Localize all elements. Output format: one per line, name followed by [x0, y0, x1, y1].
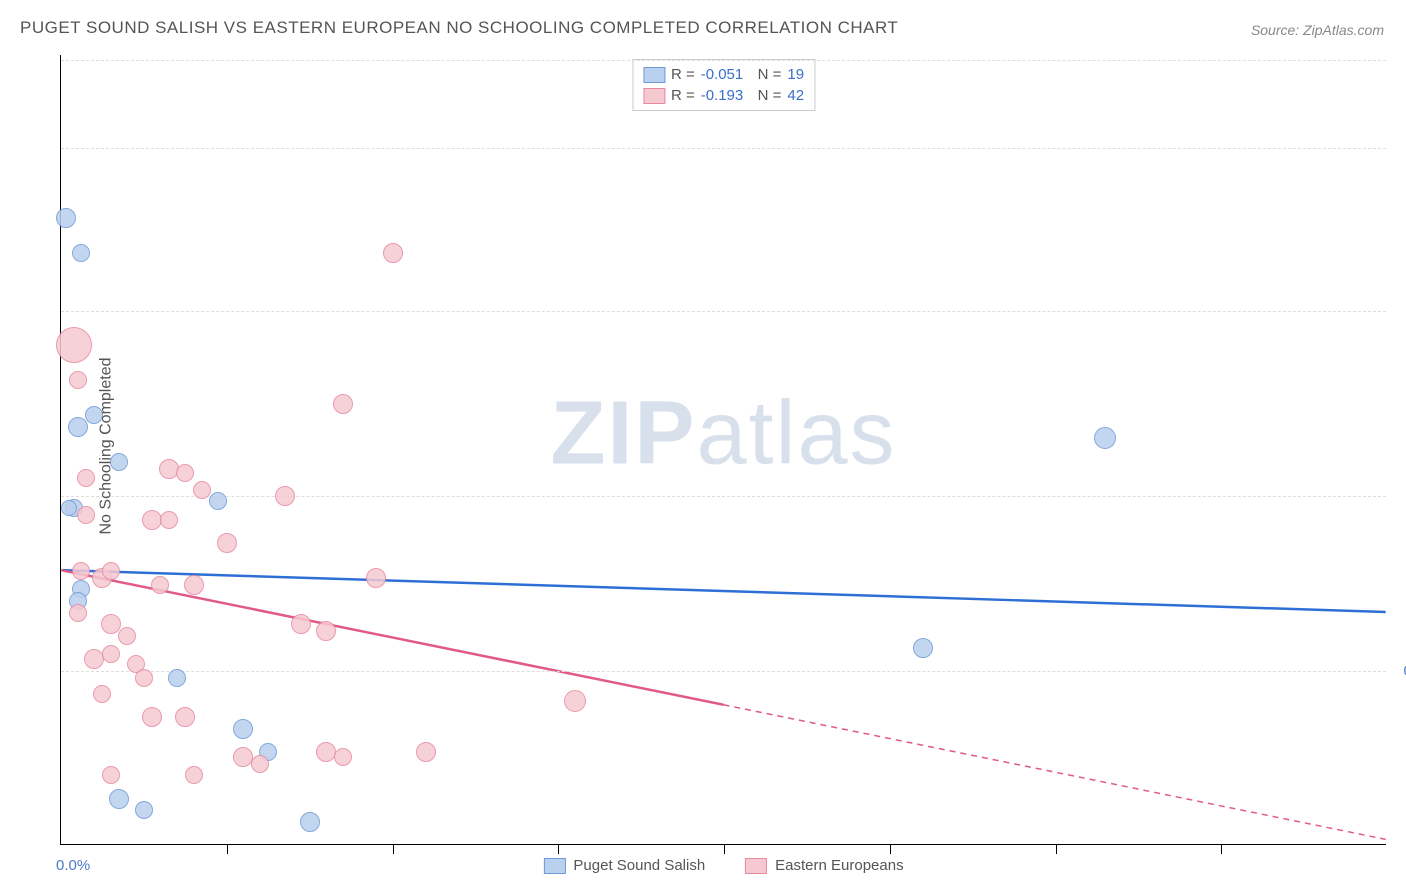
- data-point: [217, 533, 237, 553]
- trend-lines: [61, 55, 1386, 844]
- data-point: [333, 394, 353, 414]
- data-point: [300, 812, 320, 832]
- data-point: [72, 562, 90, 580]
- n-label: N =: [749, 66, 781, 83]
- data-point: [209, 492, 227, 510]
- legend-label: Puget Sound Salish: [573, 857, 705, 874]
- data-point: [68, 417, 88, 437]
- data-point: [184, 575, 204, 595]
- r-value: -0.193: [701, 87, 744, 104]
- gridline: [61, 671, 1386, 672]
- data-point: [61, 500, 77, 516]
- trend-line-dashed: [724, 705, 1386, 840]
- chart-container: PUGET SOUND SALISH VS EASTERN EUROPEAN N…: [0, 0, 1406, 892]
- x-tick: [227, 844, 228, 854]
- gridline: [61, 60, 1386, 61]
- legend-item: Puget Sound Salish: [543, 857, 705, 874]
- source-label: Source: ZipAtlas.com: [1251, 22, 1384, 38]
- data-point: [416, 742, 436, 762]
- n-value: 19: [787, 66, 804, 83]
- data-point: [102, 645, 120, 663]
- data-point: [69, 371, 87, 389]
- data-point: [135, 669, 153, 687]
- gridline: [61, 496, 1386, 497]
- data-point: [142, 707, 162, 727]
- y-tick-label: 2.3%: [1391, 302, 1406, 319]
- data-point: [291, 614, 311, 634]
- n-value: 42: [787, 87, 804, 104]
- data-point: [72, 244, 90, 262]
- x-tick: [724, 844, 725, 854]
- gridline: [61, 311, 1386, 312]
- data-point: [316, 621, 336, 641]
- data-point: [77, 506, 95, 524]
- data-point: [102, 562, 120, 580]
- plot-area: ZIPatlas R = -0.051 N = 19 R = -0.193 N …: [60, 55, 1386, 845]
- data-point: [135, 801, 153, 819]
- watermark: ZIPatlas: [550, 382, 896, 485]
- y-axis-label: No Schooling Completed: [98, 358, 116, 535]
- legend-swatch-blue: [643, 67, 665, 83]
- y-tick-label: 3.0%: [1391, 139, 1406, 156]
- n-label: N =: [749, 87, 781, 104]
- y-tick-label: 1.5%: [1391, 488, 1406, 505]
- legend-correlation: R = -0.051 N = 19 R = -0.193 N = 42: [632, 59, 815, 111]
- r-value: -0.051: [701, 66, 744, 83]
- gridline: [61, 148, 1386, 149]
- x-axis-min: 0.0%: [56, 857, 90, 874]
- data-point: [1094, 427, 1116, 449]
- watermark-light: atlas: [696, 383, 896, 483]
- data-point: [185, 766, 203, 784]
- data-point: [56, 208, 76, 228]
- legend-swatch-pink: [745, 858, 767, 874]
- x-tick: [890, 844, 891, 854]
- x-tick: [1221, 844, 1222, 854]
- data-point: [193, 481, 211, 499]
- x-tick: [558, 844, 559, 854]
- data-point: [56, 327, 92, 363]
- watermark-bold: ZIP: [550, 383, 696, 483]
- legend-series: Puget Sound Salish Eastern Europeans: [543, 857, 903, 874]
- data-point: [69, 604, 87, 622]
- data-point: [251, 755, 269, 773]
- data-point: [366, 568, 386, 588]
- r-label: R =: [671, 66, 695, 83]
- x-tick: [1056, 844, 1057, 854]
- legend-row: R = -0.193 N = 42: [643, 85, 804, 106]
- data-point: [913, 638, 933, 658]
- data-point: [160, 511, 178, 529]
- data-point: [175, 707, 195, 727]
- data-point: [151, 576, 169, 594]
- data-point: [176, 464, 194, 482]
- data-point: [109, 789, 129, 809]
- legend-label: Eastern Europeans: [775, 857, 903, 874]
- data-point: [77, 469, 95, 487]
- data-point: [101, 614, 121, 634]
- trend-line: [61, 570, 1385, 612]
- data-point: [383, 243, 403, 263]
- data-point: [93, 685, 111, 703]
- data-point: [233, 719, 253, 739]
- data-point: [168, 669, 186, 687]
- chart-title: PUGET SOUND SALISH VS EASTERN EUROPEAN N…: [20, 18, 898, 38]
- legend-swatch-pink: [643, 88, 665, 104]
- legend-row: R = -0.051 N = 19: [643, 64, 804, 85]
- data-point: [275, 486, 295, 506]
- data-point: [564, 690, 586, 712]
- legend-item: Eastern Europeans: [745, 857, 903, 874]
- data-point: [334, 748, 352, 766]
- legend-swatch-blue: [543, 858, 565, 874]
- data-point: [118, 627, 136, 645]
- y-tick-label: 0.75%: [1391, 662, 1406, 679]
- r-label: R =: [671, 87, 695, 104]
- x-tick: [393, 844, 394, 854]
- data-point: [102, 766, 120, 784]
